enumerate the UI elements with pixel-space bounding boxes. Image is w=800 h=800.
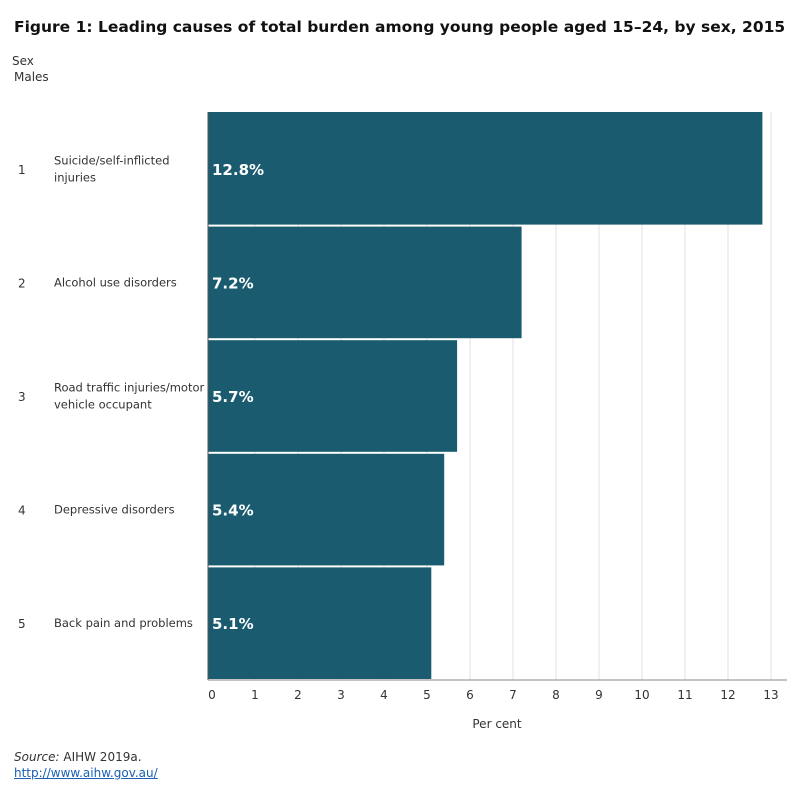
- category-label-5: Back pain and problems: [54, 616, 193, 630]
- x-tick-label-4: 4: [380, 688, 388, 702]
- rank-label-3: 3: [18, 390, 26, 404]
- x-tick-label-9: 9: [595, 688, 603, 702]
- x-tick-label-2: 2: [294, 688, 302, 702]
- category-label-4: Depressive disorders: [54, 503, 175, 517]
- rank-label-5: 5: [18, 617, 26, 631]
- rank-label-1: 1: [18, 163, 26, 177]
- x-tick-label-11: 11: [677, 688, 692, 702]
- bar-5: [208, 567, 432, 679]
- value-label-5: 5.1%: [212, 615, 254, 633]
- x-tick-label-6: 6: [466, 688, 474, 702]
- bar-3: [208, 340, 458, 452]
- bar-2: [208, 226, 522, 339]
- x-axis-title: Per cent: [472, 717, 522, 731]
- category-label-1-line-1: Suicide/self-inflicted: [54, 153, 170, 167]
- category-label-1-line-2: injuries: [54, 170, 96, 184]
- x-tick-label-3: 3: [337, 688, 345, 702]
- x-tick-label-0: 0: [208, 688, 216, 702]
- value-label-2: 7.2%: [212, 274, 254, 292]
- category-label-2: Alcohol use disorders: [54, 275, 177, 289]
- filter-label: Sex: [12, 54, 34, 68]
- x-tick-label-7: 7: [509, 688, 517, 702]
- source-text: AIHW 2019a.: [63, 750, 142, 764]
- x-tick-label-5: 5: [423, 688, 431, 702]
- bar-4: [208, 453, 445, 566]
- x-tick-label-1: 1: [251, 688, 259, 702]
- rank-label-4: 4: [18, 504, 26, 518]
- x-tick-label-13: 13: [763, 688, 778, 702]
- bar-1: [208, 112, 763, 225]
- source-link[interactable]: http://www.aihw.gov.au/: [14, 766, 158, 780]
- category-label-3-line-1: Road traffic injuries/motor: [54, 381, 205, 395]
- x-tick-label-8: 8: [552, 688, 560, 702]
- x-tick-label-10: 10: [634, 688, 649, 702]
- rank-label-2: 2: [18, 276, 26, 290]
- filter-value: Males: [14, 70, 49, 84]
- source-label: Source:: [14, 750, 60, 764]
- value-label-3: 5.7%: [212, 388, 254, 406]
- category-label-3-line-2: vehicle occupant: [54, 398, 152, 412]
- source-note: Source: AIHW 2019a.: [14, 750, 142, 764]
- chart-title: Figure 1: Leading causes of total burden…: [14, 18, 786, 36]
- value-label-4: 5.4%: [212, 502, 254, 520]
- x-tick-label-12: 12: [720, 688, 735, 702]
- value-label-1: 12.8%: [212, 161, 264, 179]
